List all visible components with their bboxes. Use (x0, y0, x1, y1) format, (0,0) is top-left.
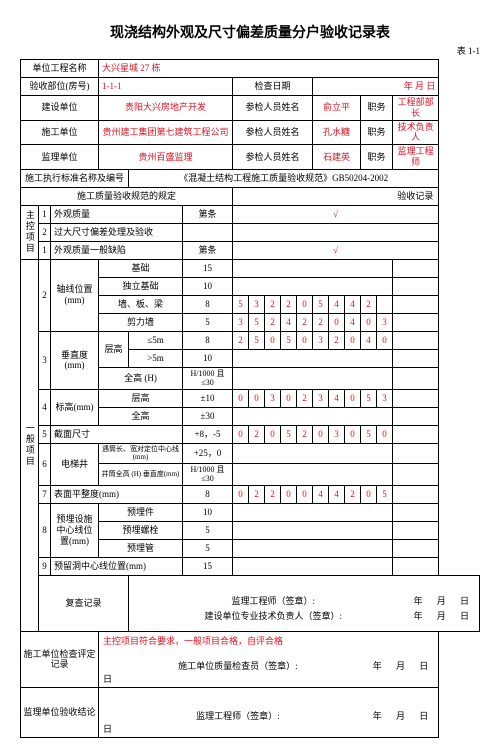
lbl: 施工执行标准名称及编号 (21, 169, 129, 187)
val: 工程部部长 (393, 96, 439, 121)
val: 贵阳大兴房地产开发 (99, 96, 233, 121)
val: 贵州建工集团第七建筑工程公司 (99, 120, 233, 145)
form-table: 单位工程名称大兴星城 27 栋 验收部位(房号)1-1-1检查日期年 月 日 建… (20, 59, 480, 738)
val: 石建英 (313, 145, 361, 170)
val: 俞立平 (313, 96, 361, 121)
lbl: 参检人员姓名 (233, 120, 313, 145)
lbl: 施工质量验收规范的规定 (21, 187, 233, 205)
table-no: 表 1-1 (20, 44, 480, 57)
val: 1-1-1 (99, 78, 233, 96)
lbl: 职务 (361, 145, 393, 170)
lbl: 监理单位 (21, 145, 99, 170)
val: 孔水糖 (313, 120, 361, 145)
lbl: 验收部位(房号) (21, 78, 99, 96)
lbl: 职务 (361, 120, 393, 145)
lbl: 复查记录 (39, 575, 129, 631)
lbl: 验收记录 (393, 187, 439, 205)
lbl: 建设单位 (21, 96, 99, 121)
lbl: 参检人员姓名 (233, 145, 313, 170)
val: 监理工程师 (393, 145, 439, 170)
val: 大兴星城 27 栋 (99, 60, 439, 78)
title: 现浇结构外观及尺寸偏差质量分户验收记录表 (20, 22, 480, 42)
lbl: 检查日期 (233, 78, 313, 96)
val: 贵州百盛监理 (99, 145, 233, 170)
lbl: 监理单位验收结论 (21, 687, 99, 737)
lbl: 参检人员姓名 (233, 96, 313, 121)
val: 年 月 日 (313, 78, 439, 96)
lbl: 一般项目 (21, 259, 39, 631)
val: 主控项目符合要求，一般项目合格，自评合格 (103, 636, 434, 647)
lbl: 单位工程名称 (21, 60, 99, 78)
lbl: 主控项目 (21, 205, 39, 259)
lbl: 施工单位检查评定记录 (21, 631, 99, 687)
check: √ (233, 241, 439, 259)
lbl: 施工单位 (21, 120, 99, 145)
lbl: 职务 (361, 96, 393, 121)
val: 《混凝土结构工程施工质量验收规范》GB50204-2002 (129, 169, 439, 187)
val: 技术负责人 (393, 120, 439, 145)
check: √ (233, 205, 439, 223)
